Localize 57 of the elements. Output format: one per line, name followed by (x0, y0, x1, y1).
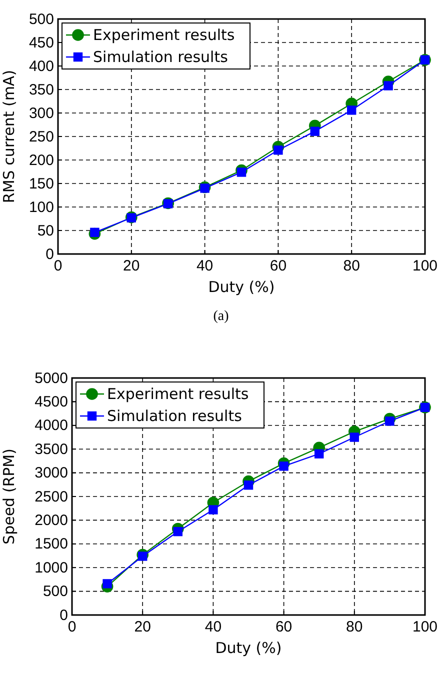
y-tick-label: 4000 (34, 417, 68, 434)
x-tick-label: 100 (412, 618, 438, 636)
y-axis-title: RMS current (mA) (0, 70, 18, 204)
x-tick-label: 60 (270, 258, 287, 275)
x-tick-label: 40 (196, 258, 214, 275)
x-tick-label: 80 (343, 258, 360, 275)
point (274, 146, 283, 155)
x-tick-label: 80 (346, 618, 363, 636)
point (236, 168, 246, 177)
y-tick-label: 450 (28, 34, 54, 52)
point (279, 462, 288, 471)
point (350, 432, 360, 442)
y-tick-label: 500 (28, 10, 54, 28)
point (208, 505, 218, 514)
x-axis-title: Duty (%) (215, 639, 282, 657)
legend-label: Experiment results (107, 385, 249, 403)
y-tick-label: 250 (28, 128, 54, 146)
x-tick-label: 60 (275, 618, 292, 636)
point (314, 449, 324, 458)
y-tick-label: 2500 (34, 488, 68, 506)
y-tick-label: 5000 (34, 370, 68, 387)
y-tick-label: 100 (28, 198, 54, 216)
x-axis-title: Duty (%) (208, 278, 275, 296)
legend-label: Simulation results (93, 48, 228, 66)
point (173, 526, 183, 536)
point (385, 416, 394, 426)
y-tick-label: 3000 (34, 464, 68, 482)
point (384, 81, 393, 90)
point (310, 126, 320, 136)
y-tick-label: 350 (28, 81, 54, 98)
point (346, 106, 356, 115)
y-tick-label: 500 (42, 583, 68, 600)
point (90, 228, 100, 237)
point (200, 184, 210, 193)
y-tick-label: 0 (46, 246, 54, 263)
x-tick-label: 100 (412, 258, 438, 275)
legend-label: Simulation results (107, 407, 242, 425)
x-tick-label: 20 (123, 258, 140, 275)
y-tick-label: 400 (28, 58, 54, 75)
x-tick-label: 20 (134, 618, 151, 636)
y-tick-label: 1000 (34, 559, 68, 576)
y-tick-label: 200 (28, 152, 54, 169)
y-tick-label: 50 (37, 222, 54, 240)
legend-label: Experiment results (93, 26, 235, 44)
y-tick-label: 4500 (34, 394, 68, 410)
point (138, 552, 148, 561)
y-tick-label: 1500 (34, 536, 68, 553)
y-tick-label: 2000 (34, 512, 68, 529)
point (244, 480, 254, 490)
y-tick-label: 150 (28, 175, 54, 192)
y-tick-label: 3500 (34, 440, 68, 458)
y-tick-label: 300 (28, 104, 54, 122)
x-tick-label: 40 (204, 618, 222, 636)
point (102, 579, 112, 588)
y-tick-label: 0 (60, 606, 68, 624)
y-axis-title: Speed (RPM) (0, 448, 18, 544)
text: (a) (213, 309, 230, 324)
